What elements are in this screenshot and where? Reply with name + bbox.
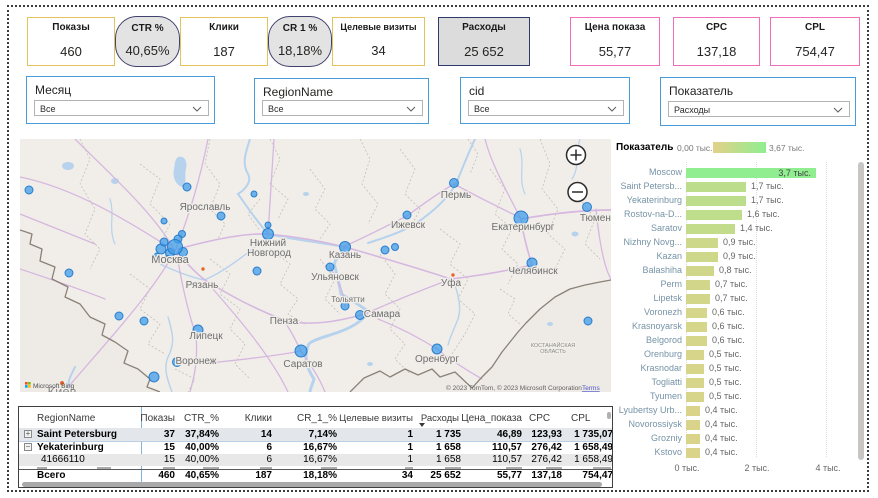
svg-text:Москва: Москва	[151, 254, 189, 266]
svg-text:Рязань: Рязань	[186, 280, 219, 291]
svg-text:Саратов: Саратов	[283, 359, 322, 370]
svg-text:Ярославль: Ярославль	[180, 202, 231, 213]
svg-text:Нижний: Нижний	[250, 238, 286, 249]
svg-text:КОСТАНАЙСКАЯ: КОСТАНАЙСКАЯ	[531, 341, 575, 349]
svg-text:Пермь: Пермь	[441, 190, 471, 201]
svg-text:Киев: Киев	[48, 384, 77, 392]
svg-text:Тольятти: Тольятти	[331, 295, 365, 304]
svg-text:Ижевск: Ижевск	[391, 220, 426, 231]
svg-text:Липецк: Липецк	[189, 331, 223, 342]
svg-text:Казань: Казань	[329, 250, 361, 261]
svg-text:Terms: Terms	[582, 385, 600, 392]
svg-text:Microsoft Bing: Microsoft Bing	[33, 383, 75, 390]
svg-text:Ульяновск: Ульяновск	[311, 272, 359, 283]
svg-text:Пенза: Пенза	[270, 316, 299, 327]
svg-text:Тюмень: Тюмень	[580, 213, 611, 224]
svg-text:Воронеж: Воронеж	[175, 356, 216, 367]
svg-text:© 2023 TomTom, © 2023 Microsof: © 2023 TomTom, © 2023 Microsoft Corporat…	[446, 384, 582, 392]
svg-text:Оренбург: Оренбург	[415, 353, 459, 365]
svg-text:ОБЛАСТЬ: ОБЛАСТЬ	[540, 349, 566, 355]
svg-text:Уфа: Уфа	[441, 277, 462, 289]
svg-text:Екатеринбург: Екатеринбург	[492, 221, 555, 233]
svg-text:Самара: Самара	[364, 309, 401, 320]
svg-text:Челябинск: Челябинск	[508, 265, 558, 277]
svg-text:Новгород: Новгород	[247, 248, 291, 259]
